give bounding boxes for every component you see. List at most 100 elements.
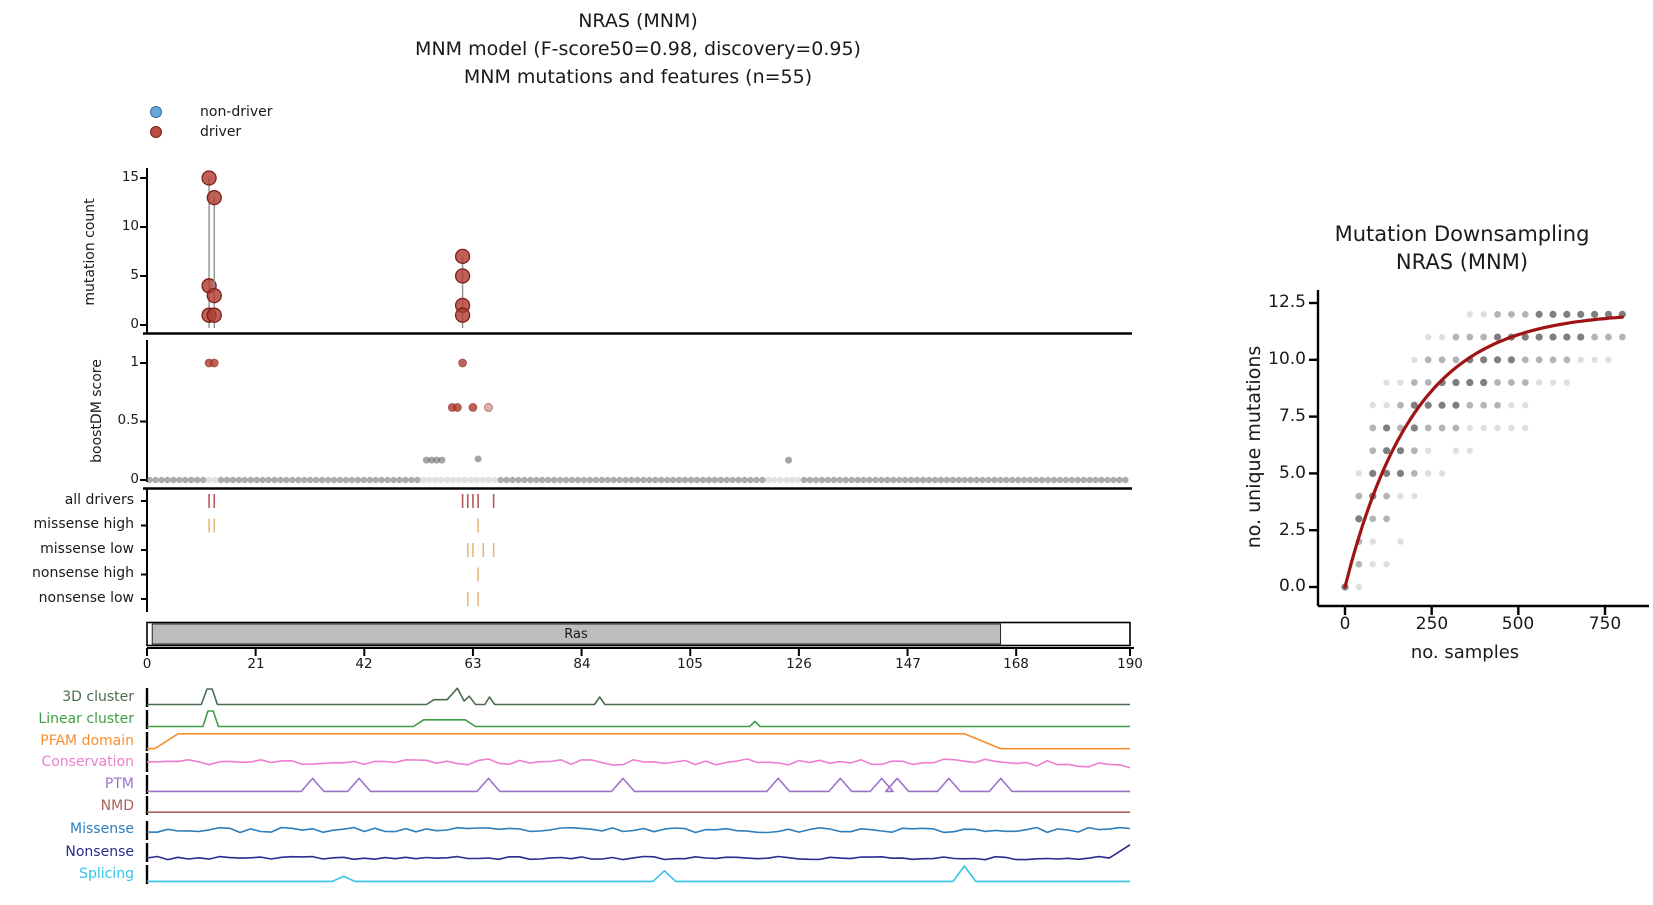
score-zero-dot — [485, 476, 492, 484]
ds-dot — [1508, 402, 1515, 409]
score-zero-dot — [681, 476, 689, 484]
ds-dot — [1369, 538, 1376, 545]
feature-line-missense — [146, 826, 1131, 834]
domain-ras-bar — [151, 623, 1002, 645]
score-zero-dot — [961, 476, 968, 484]
xtick-42: 42 — [355, 656, 373, 672]
score-zero-dot — [312, 476, 320, 484]
rytick-100: 10.0 — [1268, 349, 1306, 369]
score-zero-dot — [848, 476, 855, 484]
xtick-84: 84 — [573, 656, 591, 672]
score-zero-dot — [854, 476, 861, 484]
score-zero-dot — [366, 476, 373, 484]
ds-dot — [1397, 492, 1404, 500]
ds-dot — [1521, 356, 1529, 364]
ds-dot — [1521, 379, 1529, 386]
score-zero-dot — [283, 476, 290, 484]
feature-label-nmd: NMD — [100, 798, 134, 814]
score-zero-dot — [931, 476, 939, 484]
score-zero-dot — [217, 476, 225, 484]
score-zero-dot — [223, 476, 231, 484]
score-zero-dot — [741, 476, 748, 484]
ds-dot — [1494, 310, 1501, 318]
feature-label-ptm: PTM — [104, 776, 134, 792]
ds-dot — [1577, 310, 1585, 318]
score-zero-dot — [539, 476, 546, 484]
score-zero-dot — [1104, 476, 1111, 484]
score-zero-dot — [896, 476, 903, 484]
rytick-00: 0.0 — [1278, 576, 1306, 596]
score-zero-dot — [467, 476, 475, 484]
score-zero-dot — [955, 476, 962, 484]
score-zero-dot — [170, 476, 177, 484]
ds-dot — [1425, 333, 1432, 341]
score-zero-dot — [1044, 476, 1052, 484]
ds-dot — [1591, 356, 1598, 363]
score-zero-dot — [616, 476, 623, 484]
feature-line-nonsense — [146, 844, 1131, 861]
score-zero-dot — [461, 476, 469, 484]
score-zero-dot — [259, 476, 266, 484]
score-zero-dot — [491, 476, 498, 484]
ds-dot — [1411, 492, 1418, 500]
score-driver-dot — [484, 403, 493, 412]
score-driver-dot — [453, 403, 462, 412]
score-zero-dot — [271, 476, 278, 484]
ds-dot — [1410, 401, 1418, 409]
ds-dot — [1383, 469, 1391, 477]
ds-dot — [1466, 378, 1474, 387]
xtick-126: 126 — [786, 656, 812, 672]
score-zero-dot — [497, 476, 504, 484]
ds-dot — [1383, 424, 1391, 432]
score-zero-dot — [437, 476, 445, 484]
score-zero-dot — [753, 476, 760, 484]
score-zero-dot — [765, 476, 772, 484]
ds-dot — [1410, 447, 1418, 455]
ds-dot — [1452, 378, 1460, 387]
score-driver-dot — [458, 358, 467, 368]
ds-dot — [1396, 447, 1405, 455]
legend-dot-driver — [150, 126, 162, 138]
score-zero-dot — [973, 476, 980, 484]
score-driver-dot — [209, 358, 219, 368]
score-zero-dot — [1122, 476, 1129, 484]
score-zero-dot — [568, 476, 576, 484]
ds-dot — [1383, 402, 1390, 409]
ds-dot — [1466, 424, 1474, 432]
ds-dot — [1577, 333, 1585, 341]
track-label-missense-low: missense low — [40, 541, 134, 557]
score-zero-dot — [265, 476, 272, 484]
track-label-all-drivers: all drivers — [64, 492, 134, 508]
score-zero-dot — [919, 476, 927, 484]
score-zero-dot — [420, 476, 427, 484]
score-zero-dot — [687, 476, 695, 484]
ytick-count-0: 0 — [130, 316, 139, 332]
ds-dot — [1397, 538, 1404, 545]
score-zero-dot — [717, 476, 724, 484]
score-zero-dot — [336, 476, 344, 484]
score-passenger-dot — [428, 456, 436, 464]
score-zero-dot — [1020, 476, 1028, 484]
score-passenger-dot — [433, 456, 441, 464]
feature-label-nonsense: Nonsense — [65, 844, 134, 860]
score-zero-dot — [836, 476, 843, 484]
track-label-nonsense-high: nonsense high — [32, 565, 134, 581]
score-zero-dot — [1074, 476, 1081, 484]
score-zero-dot — [788, 476, 796, 484]
ds-dot — [1438, 356, 1446, 364]
score-zero-dot — [902, 476, 909, 484]
ds-dot — [1480, 356, 1488, 364]
score-zero-dot — [176, 476, 183, 484]
score-zero-dot — [610, 476, 617, 484]
mutation-dot — [206, 307, 222, 323]
ds-dot — [1438, 333, 1446, 341]
score-zero-dot — [330, 476, 338, 484]
ds-dot — [1369, 515, 1377, 523]
ds-dot — [1424, 356, 1432, 364]
score-zero-dot — [205, 476, 213, 484]
score-zero-dot — [307, 476, 314, 484]
ds-dot — [1396, 469, 1405, 477]
score-zero-dot — [253, 476, 260, 484]
ds-dot — [1452, 447, 1460, 454]
